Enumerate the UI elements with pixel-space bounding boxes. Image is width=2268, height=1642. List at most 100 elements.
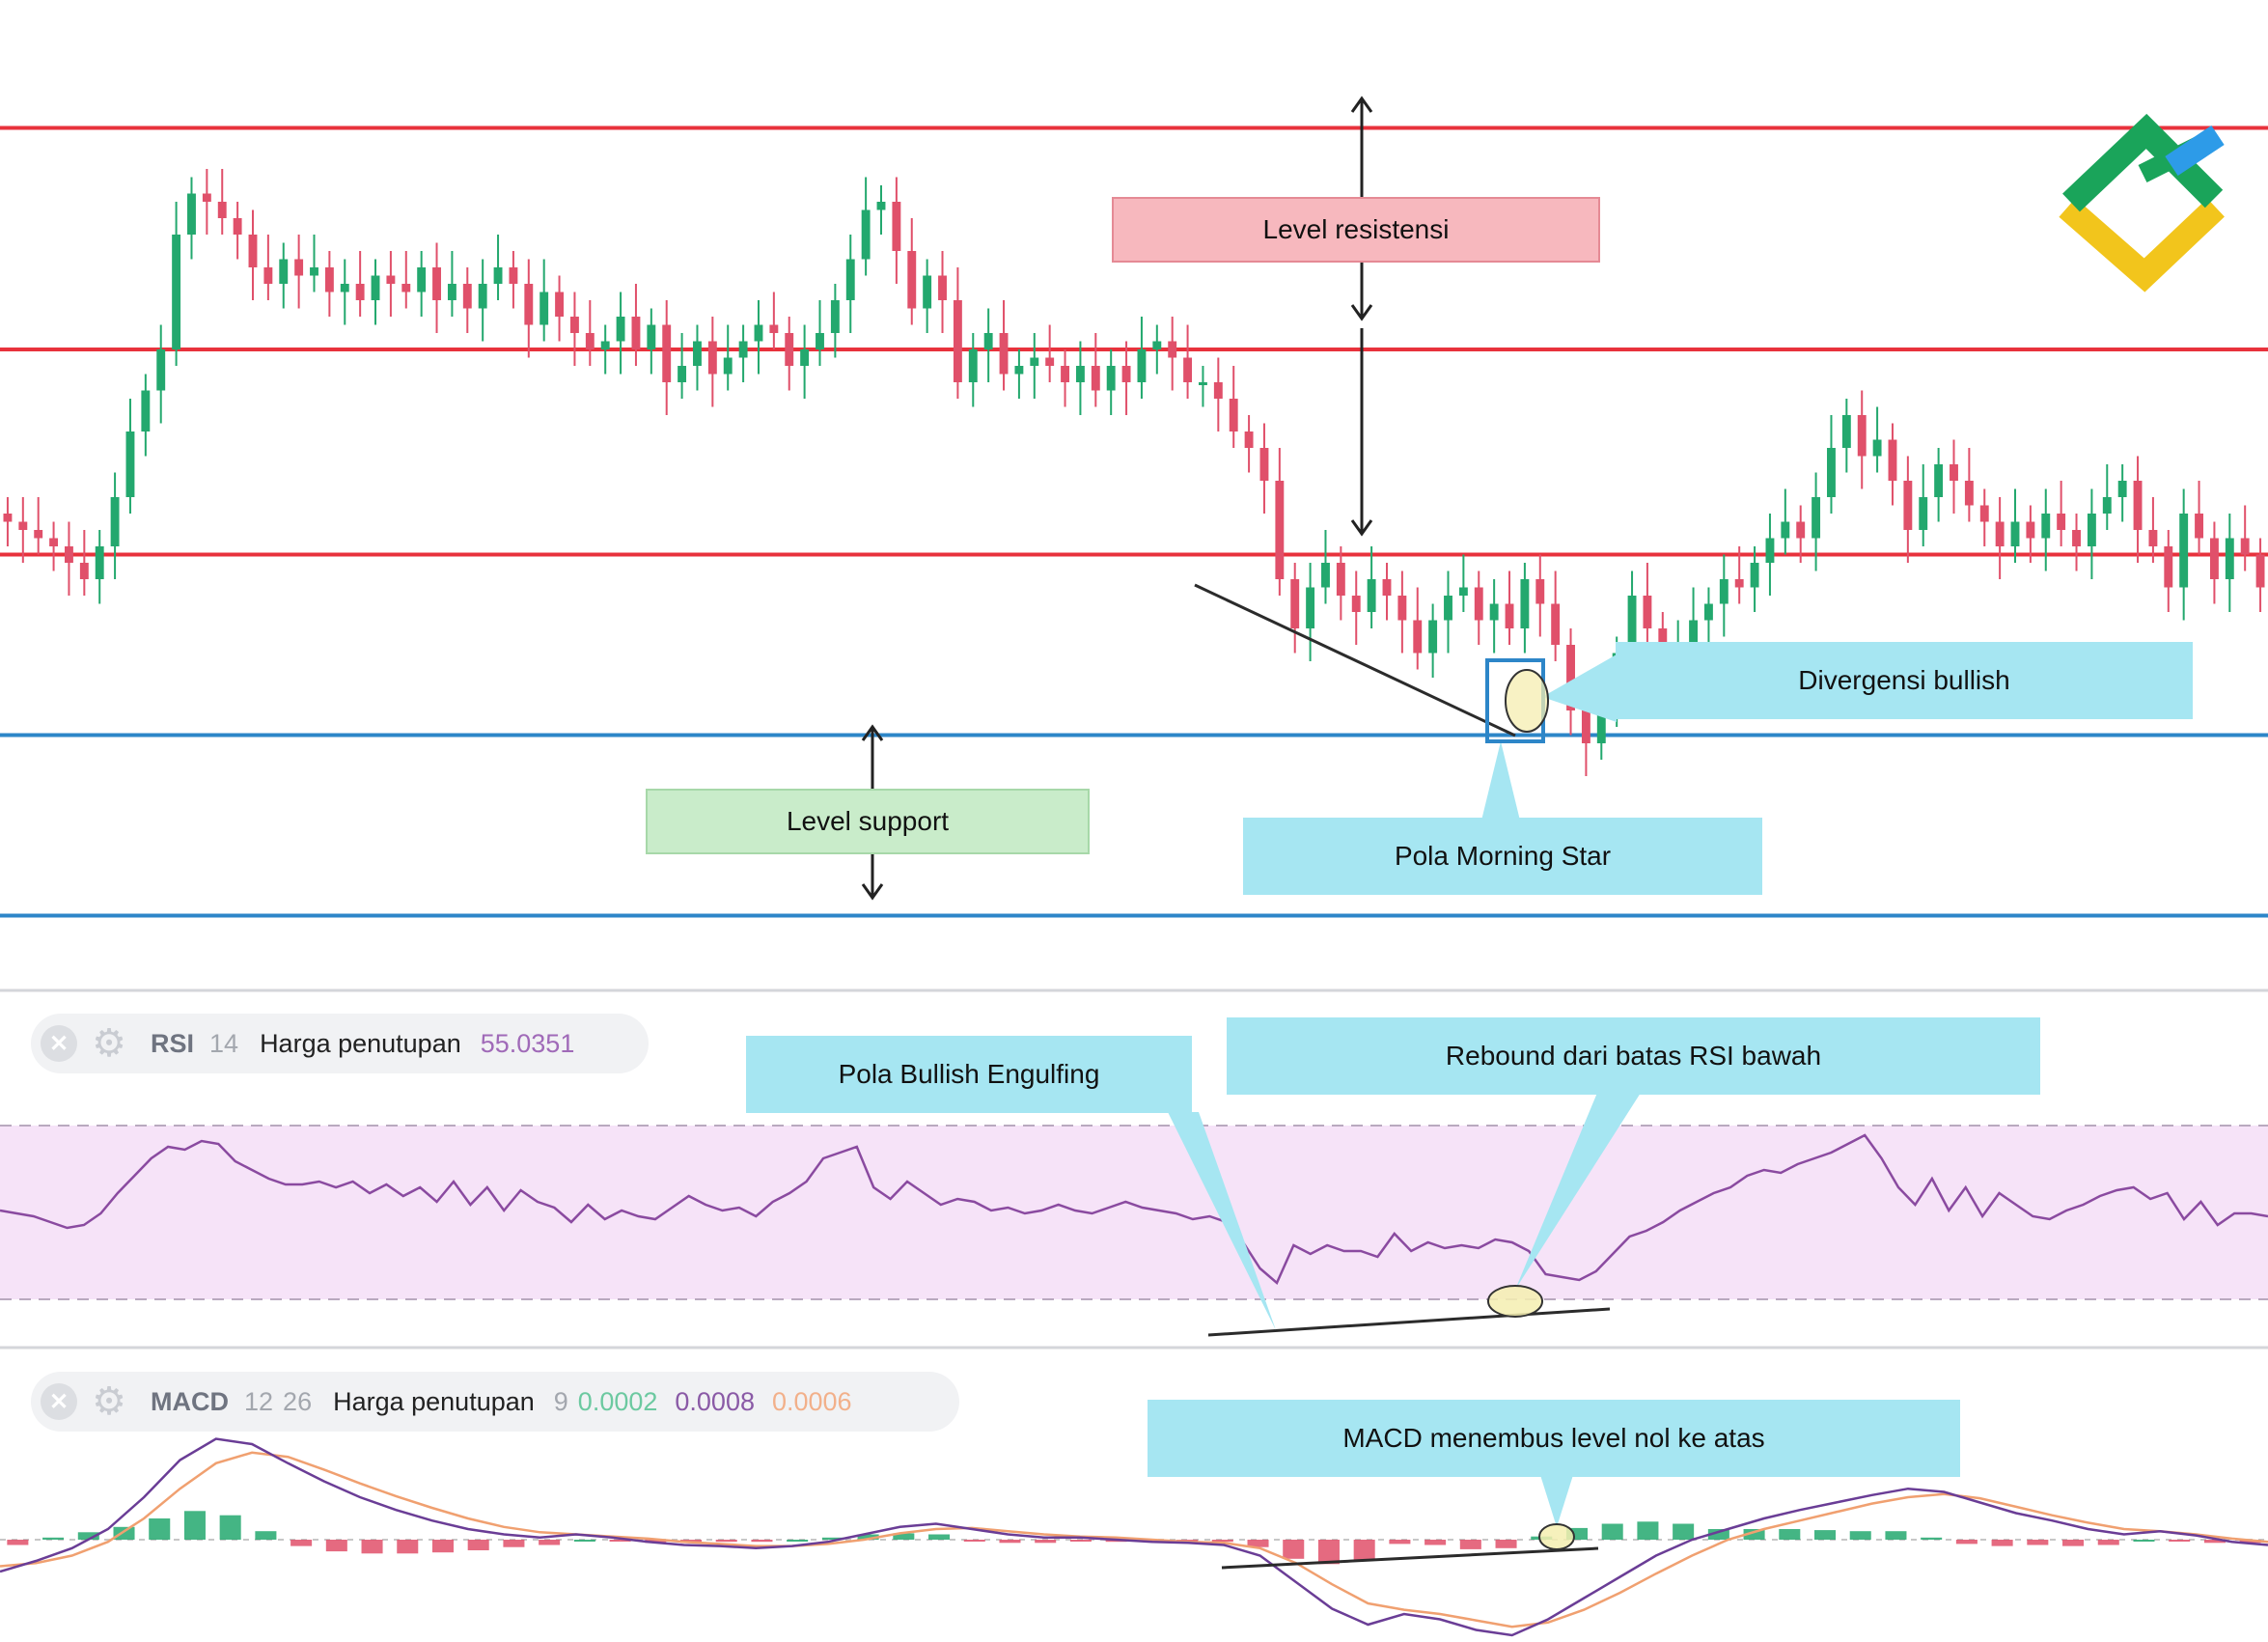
gear-icon[interactable]: ⚙ — [92, 1022, 126, 1065]
candle-body — [1857, 415, 1867, 457]
candle-body — [1444, 596, 1452, 621]
resistance-label: Level resistensi — [1262, 214, 1450, 244]
candle-body — [923, 275, 932, 309]
rsi-source: Harga penutupan — [260, 1028, 461, 1058]
candle-body — [187, 193, 196, 235]
macd-source: Harga penutupan — [333, 1386, 535, 1416]
candle-body — [248, 235, 258, 267]
candle-body — [3, 514, 13, 522]
candle-body — [1168, 341, 1177, 358]
candle-body — [1950, 464, 1958, 481]
macd-histogram-bar — [893, 1533, 915, 1540]
gear-icon[interactable]: ⚙ — [92, 1380, 126, 1423]
macd-histogram-bar — [999, 1540, 1021, 1544]
candle-body — [401, 284, 411, 292]
rsi-legend: ✕ ⚙ RSI 14 Harga penutupan 55.0351 — [31, 1014, 649, 1073]
candle-body — [754, 324, 763, 342]
candle-body — [2072, 530, 2081, 546]
candle-body — [1061, 366, 1069, 382]
candle-body — [1596, 702, 1606, 743]
candle-body — [417, 267, 427, 292]
candle-body — [1045, 357, 1055, 366]
macd-slow-period: 26 — [283, 1386, 313, 1416]
close-icon[interactable]: ✕ — [41, 1025, 77, 1062]
candle-body — [1903, 481, 1913, 530]
candle-body — [324, 267, 334, 292]
candle-body — [2057, 514, 2066, 530]
macd-histogram-bar — [1495, 1540, 1517, 1548]
morning-star-callout: Pola Morning Star — [1243, 818, 1762, 895]
candle-body — [907, 251, 917, 309]
candle-body — [1275, 481, 1285, 579]
candle-body — [1474, 587, 1483, 621]
engulfing-pointer — [1168, 1112, 1276, 1330]
candle-body — [892, 202, 901, 251]
candle-body — [263, 267, 273, 284]
candle-body — [769, 324, 779, 333]
candle-body — [217, 202, 227, 218]
candle-body — [2164, 546, 2173, 588]
candle-body — [830, 300, 840, 333]
candle-body — [371, 275, 380, 300]
candle-body — [2133, 481, 2143, 530]
morning-star-marker — [1505, 669, 1549, 733]
support-label-box: Level support — [646, 789, 1090, 854]
macd-histogram-bar — [77, 1532, 99, 1540]
candle-body — [355, 284, 365, 300]
resistance-label-box: Level resistensi — [1112, 197, 1600, 263]
candle-body — [1336, 563, 1345, 596]
candle-body — [110, 497, 120, 546]
macd-histogram-bar — [1283, 1540, 1305, 1559]
candle-body — [1489, 603, 1499, 621]
candle-body — [1397, 596, 1407, 621]
macd-histogram-bar — [1035, 1540, 1057, 1544]
candle-body — [800, 349, 810, 366]
macd-histogram-bar — [7, 1540, 29, 1545]
candle-body — [65, 546, 73, 563]
candle-body — [938, 275, 947, 300]
candle-body — [279, 259, 289, 284]
candle-body — [1290, 579, 1300, 628]
candle-body — [1719, 579, 1729, 604]
macd-histogram-bar — [1069, 1540, 1092, 1542]
candle-body — [310, 267, 318, 276]
macd-histogram-bar — [503, 1540, 525, 1547]
macd-cross-callout: MACD menembus level nol ke atas — [1148, 1400, 1960, 1477]
candle-body — [478, 284, 487, 309]
candle-body — [723, 357, 733, 375]
macd-histogram-bar — [325, 1540, 347, 1552]
candle-body — [34, 530, 43, 539]
macd-histogram-bar — [609, 1540, 631, 1542]
candle-body — [18, 521, 28, 530]
candle-body — [1796, 521, 1806, 539]
candle-body — [1014, 366, 1024, 375]
rsi-band — [0, 1126, 2268, 1299]
macd-histogram-bar — [113, 1526, 135, 1540]
candle-body — [1030, 357, 1039, 366]
macd-histogram-bar — [1247, 1540, 1269, 1547]
candle-body — [1321, 563, 1330, 588]
macd-histogram-bar — [1707, 1529, 1729, 1540]
candle-body — [509, 267, 518, 284]
macd-histogram-bar — [431, 1540, 454, 1553]
candle-body — [462, 284, 472, 309]
macd-signal-period: 9 — [553, 1386, 568, 1416]
candle-body — [1520, 579, 1530, 628]
candle-body — [555, 292, 565, 317]
candle-body — [845, 259, 855, 300]
macd-histogram-bar — [2062, 1540, 2085, 1546]
candle-body — [816, 333, 824, 349]
candle-body — [1306, 587, 1315, 628]
candle-body — [202, 193, 211, 202]
brand-logo — [2059, 113, 2225, 292]
macd-histogram-bar — [1779, 1529, 1801, 1540]
macd-histogram-bar — [1885, 1531, 1907, 1540]
candle-body — [861, 209, 871, 260]
candle-body — [1458, 587, 1468, 596]
macd-histogram-bar — [2097, 1540, 2119, 1545]
macd-histogram-value: 0.0002 — [577, 1386, 658, 1416]
candle-body — [876, 202, 886, 210]
macd-pointer — [1540, 1475, 1573, 1527]
macd-series — [0, 1437, 2268, 1637]
close-icon[interactable]: ✕ — [41, 1383, 77, 1420]
